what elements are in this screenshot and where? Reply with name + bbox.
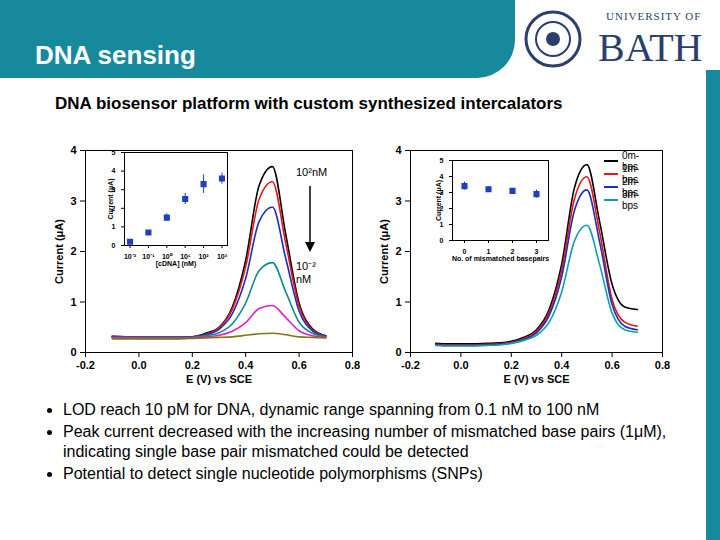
svg-text:0: 0 — [395, 346, 401, 358]
svg-text:0.8: 0.8 — [655, 359, 670, 371]
svg-text:10⁰: 10⁰ — [161, 253, 172, 261]
svg-text:No. of mismatched basepairs: No. of mismatched basepairs — [452, 255, 549, 263]
svg-text:4: 4 — [440, 173, 444, 180]
svg-text:0.0: 0.0 — [131, 359, 146, 371]
svg-text:1: 1 — [486, 248, 491, 256]
svg-text:2: 2 — [510, 248, 515, 256]
svg-text:0.8: 0.8 — [345, 359, 360, 371]
svg-text:0: 0 — [70, 346, 76, 358]
html-text:UNIVERSITY OF: UNIVERSITY OF — [606, 10, 702, 22]
svg-text:0: 0 — [112, 242, 116, 249]
svg-text:5: 5 — [112, 149, 116, 156]
svg-text:10²: 10² — [199, 253, 210, 260]
svg-text:Current (μA): Current (μA) — [53, 219, 65, 284]
svg-text:4: 4 — [70, 144, 77, 156]
svg-text:3: 3 — [534, 248, 539, 256]
svg-text:0.2: 0.2 — [504, 359, 519, 371]
svg-text:0.6: 0.6 — [604, 359, 619, 371]
svg-text:0: 0 — [440, 237, 444, 244]
svg-text:4: 4 — [112, 167, 116, 174]
html-text:Potential to detect single nuc: Potential to detect single nucleotide po… — [63, 465, 483, 482]
html-text:10⁻² nM: 10⁻² nM — [296, 260, 316, 285]
svg-text:E (V) vs SCE: E (V) vs SCE — [186, 373, 252, 385]
svg-text:-0.2: -0.2 — [76, 359, 95, 371]
svg-text:3: 3 — [395, 195, 401, 207]
html-text:BATH: BATH — [598, 25, 703, 70]
svg-text:4: 4 — [395, 144, 402, 156]
svg-text:Current (μA): Current (μA) — [107, 178, 115, 219]
svg-text:1: 1 — [70, 296, 76, 308]
html-text:DNA sensing: DNA sensing — [35, 40, 196, 70]
svg-text:3: 3 — [70, 195, 76, 207]
svg-text:2: 2 — [70, 245, 76, 257]
svg-text:Current (μA): Current (μA) — [435, 180, 443, 221]
svg-text:10³: 10³ — [217, 253, 228, 260]
html-text:3m-bps: 3m-bps — [622, 188, 640, 211]
svg-text:[cDNA] (nM): [cDNA] (nM) — [156, 260, 196, 268]
html-text:0m-bps: 0m-bps — [622, 149, 640, 172]
svg-text:0.4: 0.4 — [238, 359, 254, 371]
svg-text:-0.2: -0.2 — [401, 359, 420, 371]
html-text:LOD reach 10 pM for DNA, dynam: LOD reach 10 pM for DNA, dynamic range s… — [63, 401, 600, 418]
svg-text:10⁻²: 10⁻² — [124, 253, 137, 260]
svg-text:0.4: 0.4 — [554, 359, 570, 371]
svg-text:5: 5 — [440, 157, 444, 164]
html-text:Peak current decreased with th: Peak current decreased with the increasi… — [63, 423, 667, 460]
svg-text:10⁻¹: 10⁻¹ — [142, 253, 155, 260]
svg-text:0.0: 0.0 — [453, 359, 468, 371]
svg-text:0.2: 0.2 — [185, 359, 200, 371]
svg-text:0: 0 — [462, 248, 467, 256]
svg-text:1: 1 — [439, 220, 444, 228]
html-text:1m-bps: 1m-bps — [622, 162, 640, 185]
html-text:10²nM: 10²nM — [296, 166, 328, 178]
html-text:2m-bps: 2m-bps — [622, 175, 640, 198]
svg-text:0.6: 0.6 — [291, 359, 306, 371]
svg-text:1: 1 — [395, 296, 401, 308]
svg-text:Current (μA): Current (μA) — [378, 219, 390, 284]
svg-text:E (V) vs SCE: E (V) vs SCE — [503, 373, 569, 385]
svg-text:1: 1 — [112, 223, 116, 230]
svg-text:10¹: 10¹ — [180, 253, 191, 261]
html-text:DNA biosensor platform with cu: DNA biosensor platform with custom synth… — [55, 94, 563, 113]
svg-text:2: 2 — [395, 245, 401, 257]
